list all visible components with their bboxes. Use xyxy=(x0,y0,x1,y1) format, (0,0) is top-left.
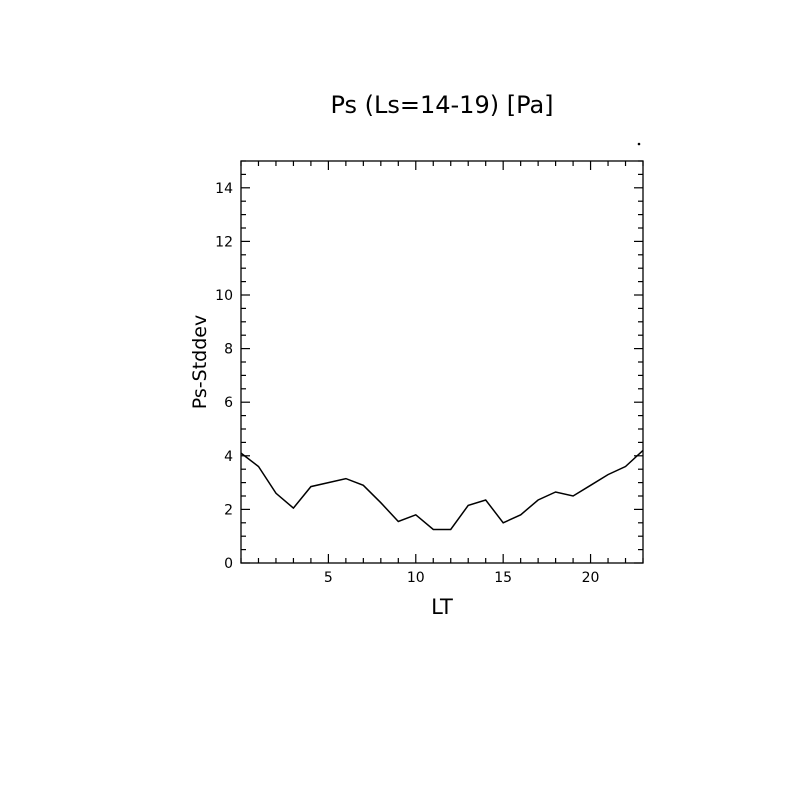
y-tick-label: 10 xyxy=(215,288,233,304)
x-axis-label: LT xyxy=(431,595,453,619)
y-tick-label: 6 xyxy=(224,395,233,411)
tick-labels: 5 10 15 20 0 2 4 6 8 10 12 14 xyxy=(215,181,599,586)
corner-dot xyxy=(637,142,641,146)
x-tick-label: 5 xyxy=(324,570,333,586)
axis-ticks xyxy=(240,160,644,564)
y-tick-label: 8 xyxy=(224,342,233,358)
x-tick-label: 10 xyxy=(407,570,425,586)
series-line xyxy=(240,449,644,531)
plot-frame xyxy=(240,160,644,564)
y-tick-label: 2 xyxy=(224,502,233,518)
y-tick-label: 4 xyxy=(224,449,233,465)
chart-title: Ps (Ls=14-19) [Pa] xyxy=(330,91,553,119)
y-tick-label: 14 xyxy=(215,181,233,197)
y-tick-label: 12 xyxy=(215,234,233,250)
y-axis-label: Ps-Stddev xyxy=(189,315,211,409)
y-tick-label: 0 xyxy=(224,556,233,572)
x-tick-label: 20 xyxy=(582,570,600,586)
x-tick-label: 15 xyxy=(494,570,512,586)
